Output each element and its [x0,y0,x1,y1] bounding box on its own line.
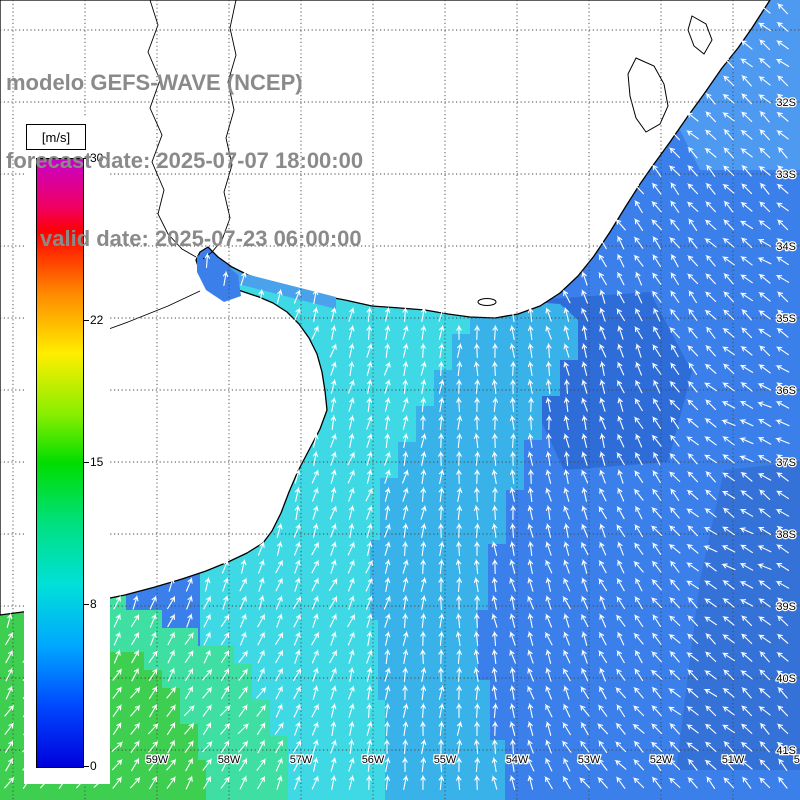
colorbar-gradient [36,158,84,768]
colorbar-ticks: 30 22 15 8 0 [36,151,110,773]
forecast-date-label: forecast date: 2025-07-07 18:00:00 [6,148,364,173]
lat-label: 32S [776,97,796,109]
colorbar-tick-label: 22 [90,313,104,328]
estuary-bank-outline [477,298,497,306]
colorbar-tick-label: 8 [90,596,97,611]
lat-label: 34S [776,241,796,253]
colorbar-panel: [m/s] 30 22 15 8 0 [24,116,110,784]
lon-label: 54W [506,754,529,766]
lat-label: 39S [776,601,796,613]
lon-label: 51W [722,754,745,766]
colorbar-tick-mark [83,603,89,605]
lat-label: 36S [776,385,796,397]
lon-label: 55W [434,754,457,766]
valid-date-label: valid date: 2025-07-23 06:00:00 [40,226,362,251]
lon-label: 59W [146,754,169,766]
colorbar-tick-mark [83,462,89,463]
lat-label: 33S [776,169,796,181]
river-line [202,0,237,260]
lon-label: 58W [218,754,241,766]
lon-label: 57W [290,754,313,766]
lat-label: 40S [776,673,796,685]
lat-label: 41S [776,745,796,757]
colorbar-tick-label: 0 [90,759,97,773]
map-header: modelo GEFS-WAVE (NCEP) forecast date: 2… [6,18,363,304]
estuary-head-patch [197,255,241,302]
colorbar-tick-label: 15 [90,455,104,469]
lon-label: 56W [362,754,385,766]
lagoon-outline [627,57,669,133]
model-title: modelo GEFS-WAVE (NCEP) [6,70,303,95]
colorbar-tick-mark [83,320,89,322]
colorbar-tick-mark [83,766,89,767]
lon-label: 53W [578,754,601,766]
estuary-north-shore-strip [234,271,336,309]
colorbar-unit-label: [m/s] [26,124,86,150]
lon-label: 50W [794,754,800,766]
lat-label: 35S [776,313,796,325]
lat-label: 37S [776,457,796,469]
lon-label: 52W [650,754,673,766]
wind-arrows [4,3,790,791]
colorbar-tick-label: 30 [90,151,104,165]
lat-label: 38S [776,529,796,541]
colorbar-tick-mark [83,158,89,159]
